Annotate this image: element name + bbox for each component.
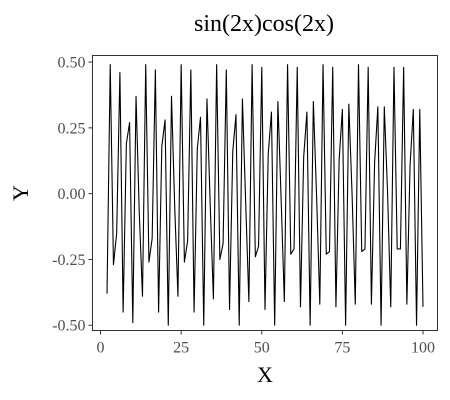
x-tick-label: 50	[254, 340, 270, 357]
y-axis-title: Y	[8, 185, 33, 201]
chart-title: sin(2x)cos(2x)	[194, 11, 334, 37]
x-axis-title: X	[257, 362, 273, 387]
x-tick-label: 25	[173, 340, 189, 357]
y-axis: 0.50 0.25 0.00 -0.25 -0.50	[52, 55, 93, 335]
x-tick-label: 75	[334, 340, 350, 357]
x-tick-label: 0	[97, 340, 105, 357]
x-tick-label: 100	[411, 340, 435, 357]
series-layer	[106, 64, 424, 326]
y-tick-label: 0.00	[58, 186, 86, 203]
plot-panel	[92, 55, 438, 331]
x-axis: 0 25 50 75 100	[97, 330, 435, 357]
y-tick-label: 0.50	[58, 55, 86, 72]
y-tick-label: -0.25	[52, 252, 85, 269]
y-tick-label: 0.25	[58, 120, 86, 137]
series-line	[106, 64, 424, 326]
y-tick-label: -0.50	[52, 318, 85, 335]
